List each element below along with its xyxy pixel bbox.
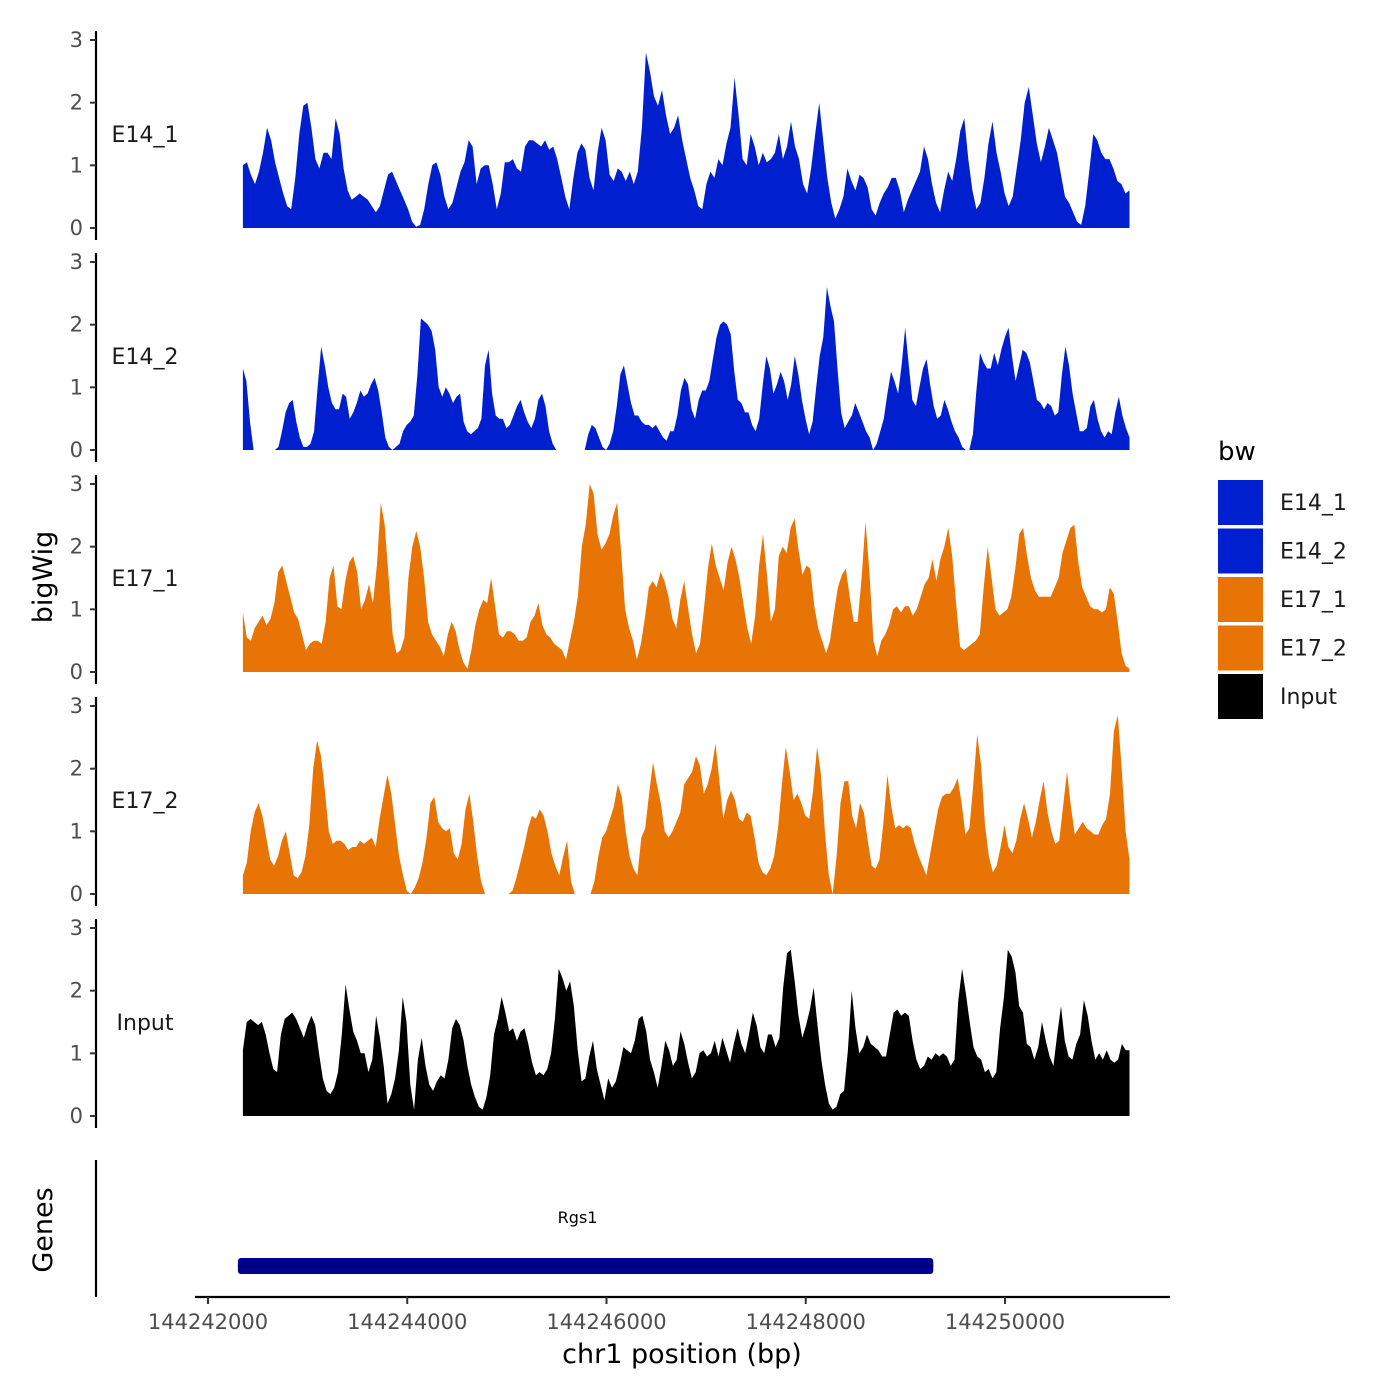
y-tick-label: 3 xyxy=(70,472,83,496)
y-tick-label: 2 xyxy=(70,757,83,781)
track-e14-1: 0 1 2 3 E14_1 xyxy=(70,28,1130,240)
gene-marks: Rgs1 xyxy=(237,1208,934,1274)
track-e17-2: 0 1 2 3 E17_2 xyxy=(70,694,1130,906)
legend-entry-label: E14_1 xyxy=(1280,491,1347,516)
y-tick-label: 2 xyxy=(70,91,83,115)
legend-swatch xyxy=(1218,528,1263,574)
legend-entry-label: E17_1 xyxy=(1280,588,1347,613)
legend-entries: E14_1 E14_2 E17_1 E17_2 Input xyxy=(1218,480,1347,719)
legend-entry-label: Input xyxy=(1280,685,1337,710)
genes-panel: Rgs1 xyxy=(94,1160,934,1297)
y-tick-label: 2 xyxy=(70,535,83,559)
y-tick-label: 3 xyxy=(70,250,83,274)
y-tick-label: 1 xyxy=(70,1041,83,1065)
x-tick-label: 144246000 xyxy=(546,1310,666,1334)
y-tick-label: 1 xyxy=(70,375,83,399)
y-tick-label: 2 xyxy=(70,979,83,1003)
y-tick-label: 2 xyxy=(70,313,83,337)
y-tick-label: 3 xyxy=(70,694,83,718)
x-tick-label: 144242000 xyxy=(148,1310,268,1334)
signal-area xyxy=(242,715,1130,894)
bigwig-tracks: 0 1 2 3 E14_1 0 1 2 3 E14_2 0 1 2 3 E17_1 0 1 2 3 E17_2 0 1 2 3… xyxy=(70,28,1130,1128)
x-tick-label: 144244000 xyxy=(347,1310,467,1334)
legend-entry-label: E14_2 xyxy=(1280,540,1347,565)
track-label: E17_2 xyxy=(112,789,179,814)
legend-title: bw xyxy=(1218,437,1256,467)
y-tick-label: 1 xyxy=(70,819,83,843)
y-tick-label: 0 xyxy=(70,882,83,906)
track-input: 0 1 2 3 Input xyxy=(70,916,1130,1128)
y-tick-label: 0 xyxy=(70,660,83,684)
x-axis: 144242000 144244000 144246000 144248000 1442… xyxy=(148,1295,1170,1370)
track-label: E14_2 xyxy=(112,345,179,370)
signal-area xyxy=(242,52,1130,228)
y-tick-label: 1 xyxy=(70,597,83,621)
y-tick-label: 0 xyxy=(70,1104,83,1128)
x-tick-label: 144250000 xyxy=(945,1310,1065,1334)
gene-label: Rgs1 xyxy=(558,1208,598,1227)
track-label: Input xyxy=(117,1011,174,1036)
track-e14-2: 0 1 2 3 E14_2 xyxy=(70,250,1130,462)
legend-swatch xyxy=(1218,577,1263,622)
signal-area xyxy=(242,287,1130,450)
legend-swatch xyxy=(1218,625,1263,671)
x-axis-title: chr1 position (bp) xyxy=(562,1339,802,1370)
legend-swatch xyxy=(1218,480,1263,525)
signal-area xyxy=(242,949,1130,1116)
x-ticks: 144242000 144244000 144246000 144248000 1442… xyxy=(148,1297,1065,1334)
track-label: E14_1 xyxy=(112,123,179,148)
y-tick-label: 3 xyxy=(70,916,83,940)
y-axis-title: bigWig xyxy=(28,531,59,624)
y-tick-label: 0 xyxy=(70,438,83,462)
track-label: E17_1 xyxy=(112,567,179,592)
y-tick-label: 1 xyxy=(70,153,83,177)
y-tick-label: 3 xyxy=(70,28,83,52)
legend-entry-label: E17_2 xyxy=(1280,637,1347,662)
genes-axis-title: Genes xyxy=(28,1187,59,1272)
y-tick-label: 0 xyxy=(70,216,83,240)
legend: bw E14_1 E14_2 E17_1 E17_2 Input xyxy=(1218,437,1347,719)
x-tick-label: 144248000 xyxy=(746,1310,866,1334)
signal-area xyxy=(242,484,1130,672)
legend-swatch xyxy=(1218,674,1263,719)
track-e17-1: 0 1 2 3 E17_1 xyxy=(70,472,1130,684)
